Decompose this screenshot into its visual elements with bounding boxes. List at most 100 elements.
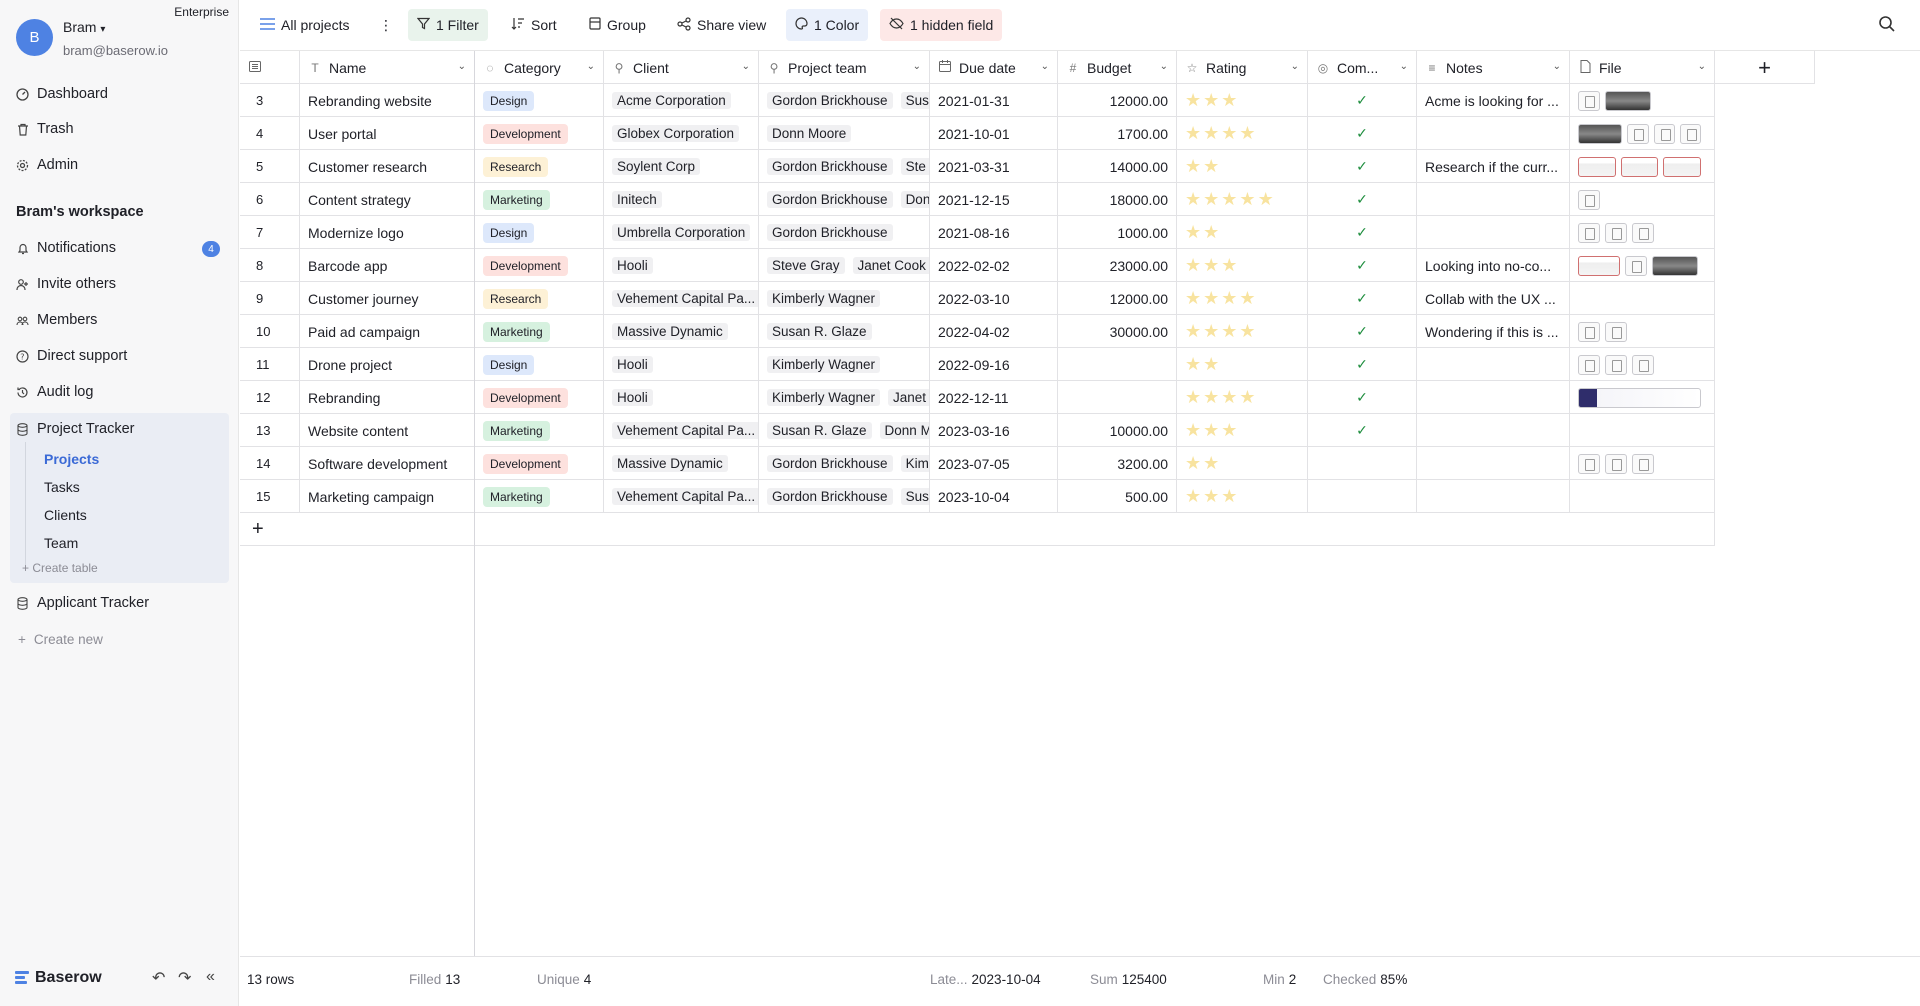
cell-files[interactable]	[1570, 183, 1715, 216]
checkmark-icon[interactable]: ✓	[1356, 158, 1368, 174]
cell-id[interactable]: 8	[240, 249, 300, 282]
cell-name[interactable]: Drone project	[300, 348, 475, 381]
cell-name[interactable]: Rebranding website	[300, 84, 475, 117]
checkmark-icon[interactable]: ✓	[1356, 257, 1368, 273]
star-icon[interactable]: ★	[1185, 90, 1202, 110]
workspace-title[interactable]: Bram's workspace	[16, 204, 144, 220]
table-row[interactable]: 9 Customer journey Research Vehement Capita…	[240, 282, 1715, 315]
cell-name[interactable]: Marketing campaign	[300, 480, 475, 513]
cell-rating[interactable]: ★ ★ ★ ★	[1177, 381, 1308, 414]
cell-budget[interactable]: 12000.00	[1058, 84, 1177, 117]
chevron-down-icon[interactable]: ⌄	[1159, 61, 1168, 72]
star-icon[interactable]: ★	[1257, 189, 1274, 209]
cell-name[interactable]: User portal	[300, 117, 475, 150]
checkmark-icon[interactable]: ✓	[1356, 92, 1368, 108]
cell-name[interactable]: Customer journey	[300, 282, 475, 315]
column-header-rating[interactable]: ☆ Rating ⌄	[1177, 51, 1308, 84]
file-document-icon[interactable]	[1605, 354, 1627, 375]
cell-client[interactable]: Massive Dynamic	[604, 315, 759, 348]
cell-files[interactable]	[1570, 414, 1715, 447]
cell-budget[interactable]: 500.00	[1058, 480, 1177, 513]
cell-team[interactable]: Gordon Brickhouse Sus	[759, 480, 930, 513]
client-link-chip[interactable]: Vehement Capital Pa...	[612, 488, 758, 505]
cell-notes[interactable]: Looking into no-co...	[1417, 249, 1570, 282]
cell-client[interactable]: Hooli	[604, 249, 759, 282]
nav-trash[interactable]: Trash	[16, 117, 74, 141]
group-button[interactable]: Group	[580, 9, 655, 41]
checkmark-icon[interactable]: ✓	[1356, 224, 1368, 240]
star-icon[interactable]: ★	[1221, 288, 1238, 308]
cell-category[interactable]: Development	[475, 381, 604, 414]
star-icon[interactable]: ★	[1185, 123, 1202, 143]
cell-team[interactable]: Gordon Brickhouse Kim	[759, 447, 930, 480]
cell-notes[interactable]	[1417, 117, 1570, 150]
table-clients[interactable]: Clients	[44, 507, 87, 523]
aggregation-filled[interactable]: Filled 13	[409, 972, 461, 987]
star-icon[interactable]: ★	[1239, 387, 1256, 407]
file-document-icon[interactable]	[1578, 354, 1600, 375]
star-icon[interactable]: ★	[1239, 123, 1256, 143]
file-document-icon[interactable]	[1578, 453, 1600, 474]
client-link-chip[interactable]: Vehement Capital Pa...	[612, 422, 758, 439]
cell-team[interactable]: Steve Gray Janet Cook	[759, 249, 930, 282]
table-row[interactable]: 12 Rebranding Development Hooli Kimberly Wag…	[240, 381, 1715, 414]
table-row[interactable]: 13 Website content Marketing Vehement Capit…	[240, 414, 1715, 447]
star-icon[interactable]: ★	[1185, 453, 1202, 473]
table-row[interactable]: 11 Drone project Design Hooli Kimberly Wagne…	[240, 348, 1715, 381]
cell-id[interactable]: 9	[240, 282, 300, 315]
cell-category[interactable]: Development	[475, 117, 604, 150]
client-link-chip[interactable]: Soylent Corp	[612, 158, 701, 175]
cell-client[interactable]: Vehement Capital Pa...	[604, 480, 759, 513]
cell-budget[interactable]: 14000.00	[1058, 150, 1177, 183]
cell-rating[interactable]: ★ ★	[1177, 216, 1308, 249]
cell-files[interactable]	[1570, 117, 1715, 150]
cell-name[interactable]: Rebranding	[300, 381, 475, 414]
cell-notes[interactable]	[1417, 348, 1570, 381]
client-link-chip[interactable]: Initech	[612, 191, 662, 208]
table-team[interactable]: Team	[44, 535, 79, 551]
cell-client[interactable]: Acme Corporation	[604, 84, 759, 117]
redo-icon[interactable]: ↷	[178, 970, 192, 987]
filter-button[interactable]: 1 Filter	[408, 9, 488, 41]
cell-team[interactable]: Gordon Brickhouse	[759, 216, 930, 249]
cell-rating[interactable]: ★ ★ ★ ★ ★	[1177, 183, 1308, 216]
file-document-icon[interactable]	[1627, 123, 1649, 144]
cell-done[interactable]: ✓	[1308, 282, 1417, 315]
star-icon[interactable]: ★	[1203, 189, 1220, 209]
cell-budget[interactable]: 12000.00	[1058, 282, 1177, 315]
nav-audit-log[interactable]: Audit log	[16, 380, 93, 404]
file-thumbnail[interactable]	[1578, 123, 1623, 144]
cell-category[interactable]: Design	[475, 84, 604, 117]
table-projects[interactable]: Projects	[44, 451, 100, 467]
cell-due[interactable]: 2023-03-16	[930, 414, 1058, 447]
cell-due[interactable]: 2021-10-01	[930, 117, 1058, 150]
client-link-chip[interactable]: Hooli	[612, 389, 653, 406]
cell-id[interactable]: 12	[240, 381, 300, 414]
cell-budget[interactable]: 3200.00	[1058, 447, 1177, 480]
cell-budget[interactable]: 10000.00	[1058, 414, 1177, 447]
star-icon[interactable]: ★	[1221, 387, 1238, 407]
cell-due[interactable]: 2022-04-02	[930, 315, 1058, 348]
table-row[interactable]: 7 Modernize logo Design Umbrella Corporatio…	[240, 216, 1715, 249]
chevron-down-icon[interactable]: ⌄	[1040, 61, 1049, 72]
chevron-down-icon[interactable]: ⌄	[457, 61, 466, 72]
undo-icon[interactable]: ↶	[152, 970, 166, 987]
checkmark-icon[interactable]: ✓	[1356, 125, 1368, 141]
cell-due[interactable]: 2021-03-31	[930, 150, 1058, 183]
team-member-chip[interactable]: Sus	[900, 92, 929, 109]
cell-id[interactable]: 3	[240, 84, 300, 117]
nav-admin[interactable]: Admin	[16, 153, 78, 177]
cell-rating[interactable]: ★ ★ ★ ★	[1177, 282, 1308, 315]
file-document-icon[interactable]	[1578, 321, 1600, 342]
table-row[interactable]: 5 Customer research Research Soylent Corp Go…	[240, 150, 1715, 183]
star-icon[interactable]: ★	[1203, 354, 1220, 374]
star-icon[interactable]: ★	[1221, 420, 1238, 440]
chevron-down-icon[interactable]: ⌄	[912, 61, 921, 72]
cell-due[interactable]: 2022-03-10	[930, 282, 1058, 315]
cell-files[interactable]	[1570, 282, 1715, 315]
table-row[interactable]: 8 Barcode app Development Hooli Steve Gray Ja…	[240, 249, 1715, 282]
nav-invite[interactable]: Invite others	[16, 272, 116, 296]
star-icon[interactable]: ★	[1203, 420, 1220, 440]
cell-name[interactable]: Website content	[300, 414, 475, 447]
cell-files[interactable]	[1570, 447, 1715, 480]
